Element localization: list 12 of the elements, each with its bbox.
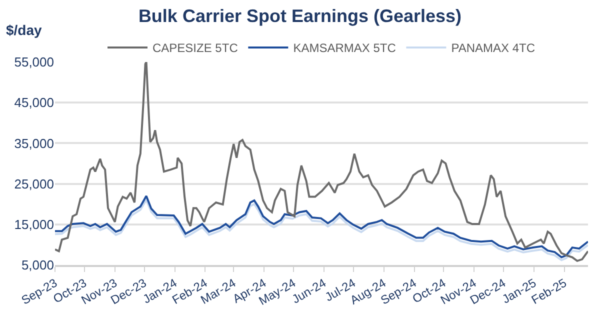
y-axis-title: $/day (6, 22, 42, 38)
line-series (55, 62, 588, 262)
legend-label: PANAMAX 4TC (451, 41, 536, 56)
y-tick-label: 5,000 (21, 258, 54, 273)
legend-label: KAMSARMAX 5TC (293, 41, 396, 56)
y-tick-label: 55,000 (14, 54, 54, 70)
y-tick-label: 45,000 (14, 95, 54, 110)
y-tick-label: 25,000 (14, 176, 54, 192)
y-tick-label: 35,000 (14, 136, 54, 151)
y-tick-label: 15,000 (14, 216, 54, 232)
legend-label: CAPESIZE 5TC (152, 41, 238, 56)
chart-title: Bulk Carrier Spot Earnings (Gearless) (138, 6, 462, 26)
